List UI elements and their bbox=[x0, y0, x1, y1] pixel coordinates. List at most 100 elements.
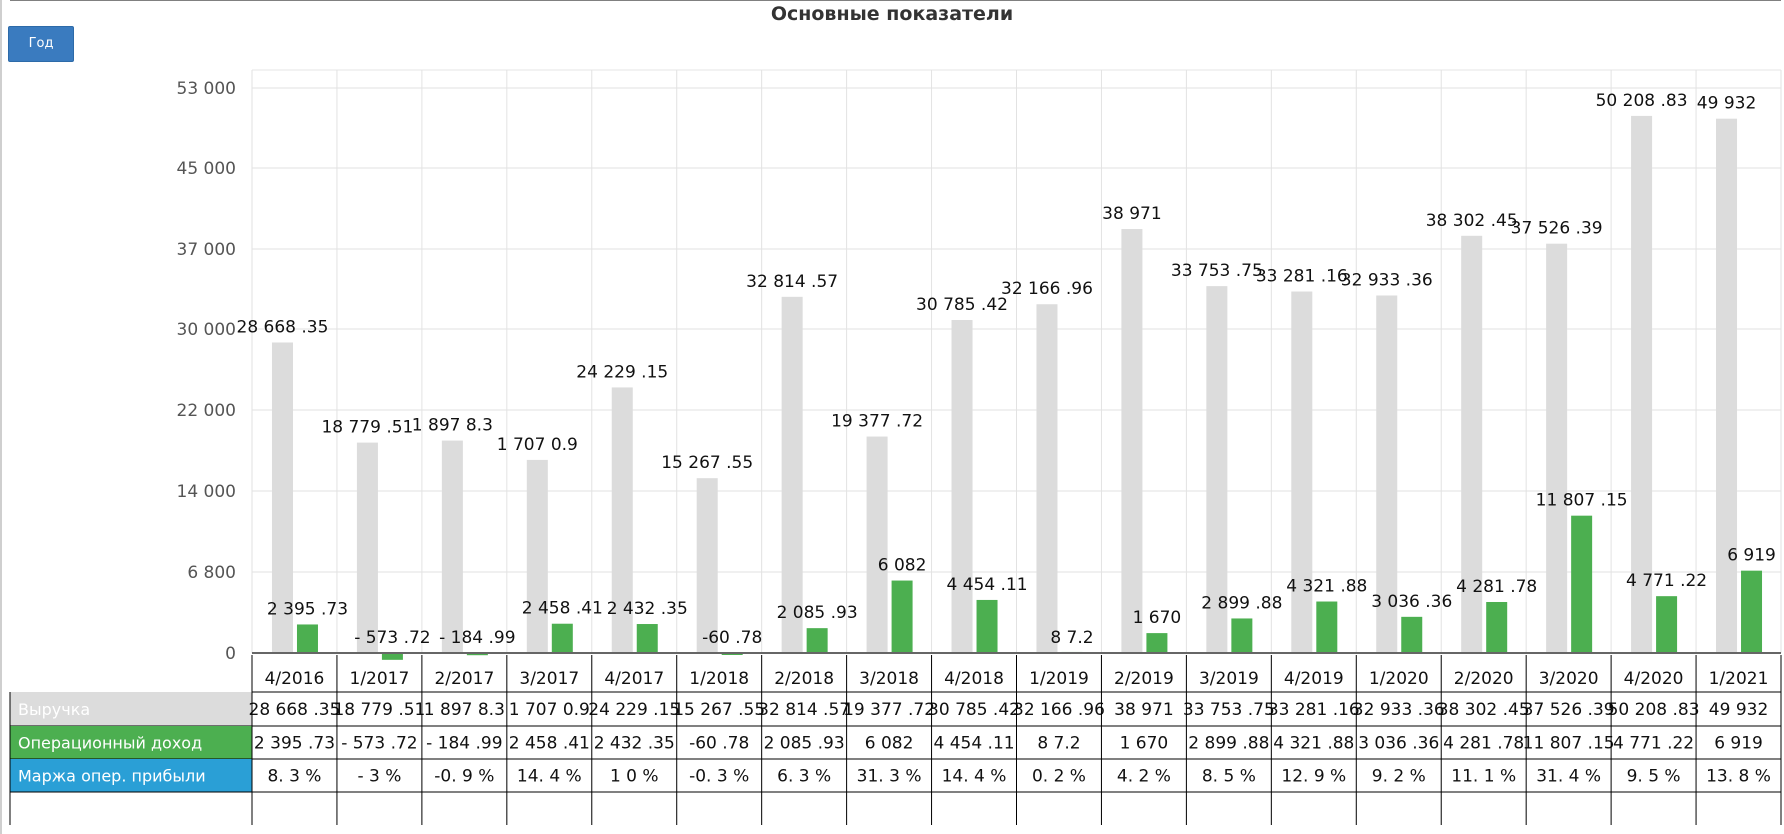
revenue-data-label: 37 526 .39 bbox=[1511, 219, 1603, 239]
y-tick-label: 37 000 bbox=[177, 240, 236, 260]
operating-income-bar[interactable] bbox=[891, 580, 913, 653]
x-axis-category-label: 1/2018 bbox=[689, 669, 749, 689]
table-cell: 4 771 .22 bbox=[1613, 734, 1694, 754]
revenue-bar[interactable] bbox=[781, 296, 803, 653]
table-cell: 2 432 .35 bbox=[594, 734, 675, 754]
operating-income-bar[interactable] bbox=[296, 624, 318, 653]
revenue-data-label: 1 897 8.3 bbox=[412, 416, 493, 436]
operating-income-data-label: - 184 .99 bbox=[439, 628, 515, 648]
revenue-bar[interactable] bbox=[866, 436, 888, 653]
table-cell: - 1 % bbox=[1377, 0, 1421, 5]
revenue-bar[interactable] bbox=[356, 442, 378, 653]
revenue-bar[interactable] bbox=[1546, 243, 1568, 654]
table-cell: -1 0 % bbox=[522, 0, 577, 5]
table-cell: 13. 8 % bbox=[1706, 767, 1771, 787]
y-tick-label: 45 000 bbox=[177, 159, 236, 179]
table-cell: 1 707 0.9 bbox=[509, 700, 590, 720]
operating-income-bar[interactable] bbox=[976, 599, 998, 653]
revenue-data-label: 33 753 .75 bbox=[1171, 261, 1263, 281]
table-cell: 6 919 bbox=[1714, 734, 1763, 754]
revenue-bar[interactable] bbox=[1461, 235, 1483, 654]
table-cell: 4. 2 % bbox=[1117, 767, 1171, 787]
revenue-bar[interactable] bbox=[611, 387, 633, 653]
table-cell: - 36. 9 % bbox=[681, 0, 757, 5]
revenue-data-label: 15 267 .55 bbox=[661, 453, 753, 473]
table-cell: 11. 1 % bbox=[1451, 767, 1516, 787]
revenue-bar[interactable] bbox=[951, 320, 973, 653]
revenue-bar[interactable] bbox=[696, 478, 718, 653]
operating-income-bar[interactable] bbox=[551, 623, 573, 653]
operating-income-data-label: 3 036 .36 bbox=[1371, 592, 1452, 612]
revenue-data-label: 30 785 .42 bbox=[916, 295, 1008, 315]
table-cell: 49 932 bbox=[1709, 700, 1768, 720]
operating-income-data-label: 2 432 .35 bbox=[607, 599, 688, 619]
table-cell: 14. 4 % bbox=[517, 767, 582, 787]
operating-income-data-label: 2 458 .41 bbox=[522, 599, 603, 619]
table-cell: 15 267 .55 bbox=[673, 700, 765, 720]
x-axis-category-label: 3/2018 bbox=[859, 669, 919, 689]
table-row-header: Рост выручки QoQ,% bbox=[18, 0, 192, 4]
operating-income-bar[interactable] bbox=[1146, 633, 1168, 653]
revenue-data-label: 38 971 bbox=[1102, 204, 1161, 224]
revenue-data-label: 50 208 .83 bbox=[1596, 91, 1688, 111]
period-year-button[interactable]: Год bbox=[8, 26, 74, 62]
revenue-data-label: 32 166 .96 bbox=[1001, 279, 1093, 299]
revenue-data-label: 24 229 .15 bbox=[576, 362, 668, 382]
revenue-bar[interactable] bbox=[526, 459, 548, 653]
operating-income-bar[interactable] bbox=[1571, 515, 1593, 653]
operating-income-bar[interactable] bbox=[806, 628, 828, 653]
revenue-data-label: 32 814 .57 bbox=[746, 272, 838, 292]
y-tick-label: 53 000 bbox=[177, 79, 236, 99]
table-cell: 9. 5 % bbox=[1627, 767, 1681, 787]
revenue-bar[interactable] bbox=[441, 440, 463, 653]
revenue-data-label: 32 933 .36 bbox=[1341, 270, 1433, 290]
table-cell: 19 377 .72 bbox=[843, 700, 935, 720]
operating-income-bar[interactable] bbox=[1486, 601, 1508, 653]
revenue-bar[interactable] bbox=[1121, 229, 1143, 653]
operating-income-bar[interactable] bbox=[636, 624, 658, 653]
table-row-header: Маржа опер. прибыли bbox=[18, 767, 206, 786]
operating-income-data-label: 4 281 .78 bbox=[1456, 577, 1537, 597]
operating-income-bar[interactable] bbox=[381, 653, 403, 660]
table-row-header: Операционный доход bbox=[18, 734, 202, 753]
operating-income-bar[interactable] bbox=[1401, 616, 1423, 653]
x-axis-category-label: 4/2016 bbox=[265, 669, 325, 689]
table-cell: 8. 3 % bbox=[267, 767, 321, 787]
operating-income-bar[interactable] bbox=[1231, 618, 1253, 653]
y-tick-label: 30 000 bbox=[177, 320, 236, 340]
revenue-bar[interactable] bbox=[1291, 291, 1313, 653]
operating-income-bar[interactable] bbox=[1741, 570, 1763, 653]
operating-income-data-label: -60 .78 bbox=[702, 628, 762, 648]
table-cell: 4 281 .78 bbox=[1443, 734, 1524, 754]
operating-income-data-label: 4 771 .22 bbox=[1626, 571, 1707, 591]
table-cell: 50 208 .83 bbox=[1608, 700, 1700, 720]
revenue-bar[interactable] bbox=[1376, 295, 1398, 653]
table-cell: 18 779 .51 bbox=[333, 700, 425, 720]
table-cell: - 573 .72 bbox=[341, 734, 417, 754]
revenue-bar[interactable] bbox=[1206, 286, 1228, 653]
operating-income-data-label: 8 7.2 bbox=[1050, 628, 1093, 648]
table-cell: 38 302 .45 bbox=[1438, 700, 1530, 720]
table-cell: 1 670 bbox=[1120, 734, 1169, 754]
table-cell: 6 082 bbox=[865, 734, 914, 754]
table-cell: - 13. 3 % bbox=[1191, 0, 1267, 5]
table-cell: 33. 7 % bbox=[1621, 0, 1686, 5]
chart-title: Основные показатели bbox=[770, 3, 1014, 25]
operating-income-bar[interactable] bbox=[466, 653, 488, 656]
table-cell: - 184 .99 bbox=[426, 734, 502, 754]
table-cell: 12. 9 % bbox=[1281, 767, 1346, 787]
operating-income-bar[interactable] bbox=[1316, 601, 1338, 653]
table-cell: - 3 % bbox=[357, 767, 401, 787]
operating-income-bar[interactable] bbox=[1656, 596, 1678, 653]
table-cell: 33 753 .75 bbox=[1183, 700, 1275, 720]
revenue-bar[interactable] bbox=[1716, 118, 1738, 654]
revenue-bar[interactable] bbox=[1036, 304, 1058, 653]
table-cell: 33 281 .16 bbox=[1268, 700, 1360, 720]
table-cell: 31. 4 % bbox=[1536, 767, 1601, 787]
table-row-header-cell bbox=[10, 692, 252, 726]
table-cell: 1 14. 9 % bbox=[764, 0, 845, 5]
operating-income-data-label: 4 454 .11 bbox=[946, 575, 1027, 595]
revenue-bar[interactable] bbox=[271, 342, 293, 653]
revenue-bar[interactable] bbox=[1631, 115, 1653, 654]
